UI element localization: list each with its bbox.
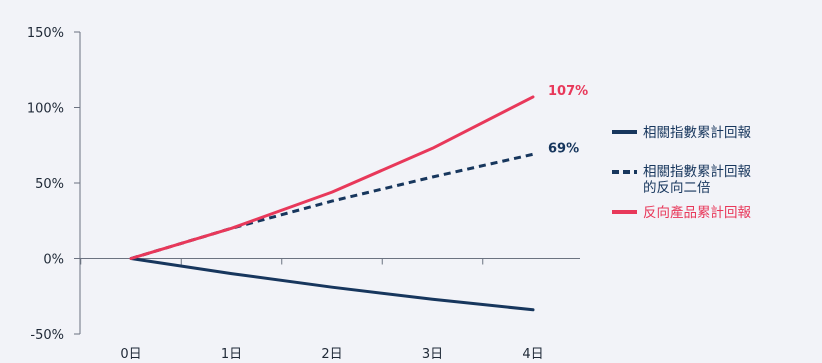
series-group [129, 95, 535, 312]
legend-label-index: 相關指數累計回報 [643, 125, 751, 141]
x-tick-label: 2日 [321, 347, 342, 362]
series-line-index [129, 257, 535, 312]
series-line-inverse2x [130, 152, 534, 260]
end-label-inverse2x: 69% [548, 141, 579, 156]
axes: -50% 0% 50% 100% 150% 0日 1日 2日 3日 4日 [27, 26, 580, 362]
x-tick-label: 1日 [221, 347, 242, 362]
x-tick-label: 3日 [422, 347, 443, 362]
end-labels: 69% 107% [548, 84, 588, 156]
end-label-product: 107% [548, 84, 588, 99]
y-tick-label: 0% [43, 253, 64, 268]
y-tick-label: -50% [30, 328, 64, 343]
legend-label-inverse2x: 的反向二倍 [643, 180, 711, 196]
x-tick-label: 4日 [522, 347, 543, 362]
y-tick-label: 150% [27, 26, 64, 41]
y-tick-label: 100% [27, 102, 64, 117]
series-line-product [129, 95, 535, 260]
legend-label-inverse2x: 相關指數累計回報 [643, 164, 751, 180]
legend-label-product: 反向產品累計回報 [643, 204, 751, 221]
y-tick-label: 50% [35, 177, 64, 192]
x-tick-label: 0日 [120, 347, 141, 362]
